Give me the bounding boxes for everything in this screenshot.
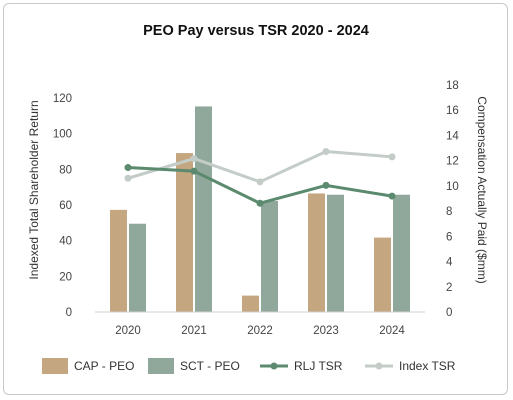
y-tick-label: 60 bbox=[59, 200, 72, 212]
legend-swatch-sct-peo bbox=[148, 358, 174, 374]
line-index-tsr bbox=[127, 149, 393, 184]
y2-tick-label: 0 bbox=[446, 307, 452, 319]
y-tick-label: 80 bbox=[59, 164, 72, 176]
bar-sct-peo bbox=[261, 201, 278, 312]
y2-tick-label: 12 bbox=[446, 156, 459, 168]
y2-tick-label: 16 bbox=[446, 105, 459, 117]
bar-cap-peo bbox=[374, 237, 391, 312]
legend: CAP - PEO SCT - PEO RLJ TSR Index TSR bbox=[42, 358, 456, 374]
legend-label-rlj-tsr: RLJ TSR bbox=[294, 359, 343, 373]
bar-sct-peo bbox=[393, 194, 410, 312]
y-axis-label: Indexed Total Shareholder Return bbox=[27, 100, 41, 279]
bar-sct-peo bbox=[327, 194, 344, 312]
legend-marker-rlj-tsr bbox=[270, 362, 278, 370]
x-tick-label: 2021 bbox=[181, 325, 207, 337]
y2-axis-label: Compensation Actually Paid ($mm) bbox=[475, 96, 489, 283]
y2-tick-label: 6 bbox=[446, 231, 452, 243]
point-rlj-tsr bbox=[124, 164, 132, 172]
y2-tick-label: 2 bbox=[446, 282, 452, 294]
y2-tick-label: 8 bbox=[446, 206, 452, 218]
point-rlj-tsr bbox=[388, 192, 396, 200]
right-axis-ticks: 0 2 4 6 8 10 12 14 16 18 bbox=[446, 80, 459, 319]
bar-cap-peo bbox=[176, 153, 193, 312]
left-axis-ticks: 0 20 40 60 80 100 120 bbox=[53, 93, 72, 319]
x-axis-ticks: 2020 2021 2022 2023 2024 bbox=[115, 325, 405, 337]
point-rlj-tsr bbox=[190, 167, 198, 175]
point-rlj-tsr bbox=[256, 199, 264, 207]
legend-marker-index-tsr bbox=[375, 362, 383, 370]
point-rlj-tsr bbox=[322, 181, 330, 189]
y2-tick-label: 18 bbox=[446, 80, 459, 92]
y-tick-label: 120 bbox=[53, 93, 72, 105]
chart-title: PEO Pay versus TSR 2020 - 2024 bbox=[143, 23, 369, 39]
y-tick-label: 20 bbox=[59, 271, 72, 283]
x-tick-label: 2024 bbox=[379, 325, 405, 337]
legend-swatch-cap-peo bbox=[42, 358, 68, 374]
y2-tick-label: 14 bbox=[446, 130, 459, 142]
x-tick-label: 2022 bbox=[247, 325, 273, 337]
point-index-tsr bbox=[190, 155, 198, 163]
bar-sct-peo bbox=[195, 106, 212, 312]
legend-label-sct-peo: SCT - PEO bbox=[180, 359, 240, 373]
bars bbox=[110, 106, 410, 312]
point-index-tsr bbox=[322, 148, 330, 155]
y2-tick-label: 10 bbox=[446, 181, 459, 193]
point-index-tsr bbox=[124, 174, 132, 182]
bar-sct-peo bbox=[129, 223, 146, 312]
legend-label-index-tsr: Index TSR bbox=[399, 359, 456, 373]
line-rlj-tsr bbox=[127, 166, 393, 205]
legend-label-cap-peo: CAP - PEO bbox=[74, 359, 134, 373]
point-index-tsr bbox=[388, 153, 396, 161]
bar-cap-peo bbox=[242, 295, 259, 312]
x-tick-label: 2020 bbox=[115, 325, 141, 337]
chart-frame bbox=[3, 3, 508, 395]
x-tick-label: 2023 bbox=[313, 325, 339, 337]
y-tick-label: 100 bbox=[53, 129, 72, 141]
point-index-tsr bbox=[256, 178, 264, 186]
lines bbox=[124, 148, 396, 207]
y-tick-label: 40 bbox=[59, 236, 72, 248]
bar-cap-peo bbox=[110, 209, 127, 312]
y2-tick-label: 4 bbox=[446, 257, 453, 269]
y-tick-label: 0 bbox=[66, 307, 72, 319]
bar-cap-peo bbox=[308, 193, 325, 312]
